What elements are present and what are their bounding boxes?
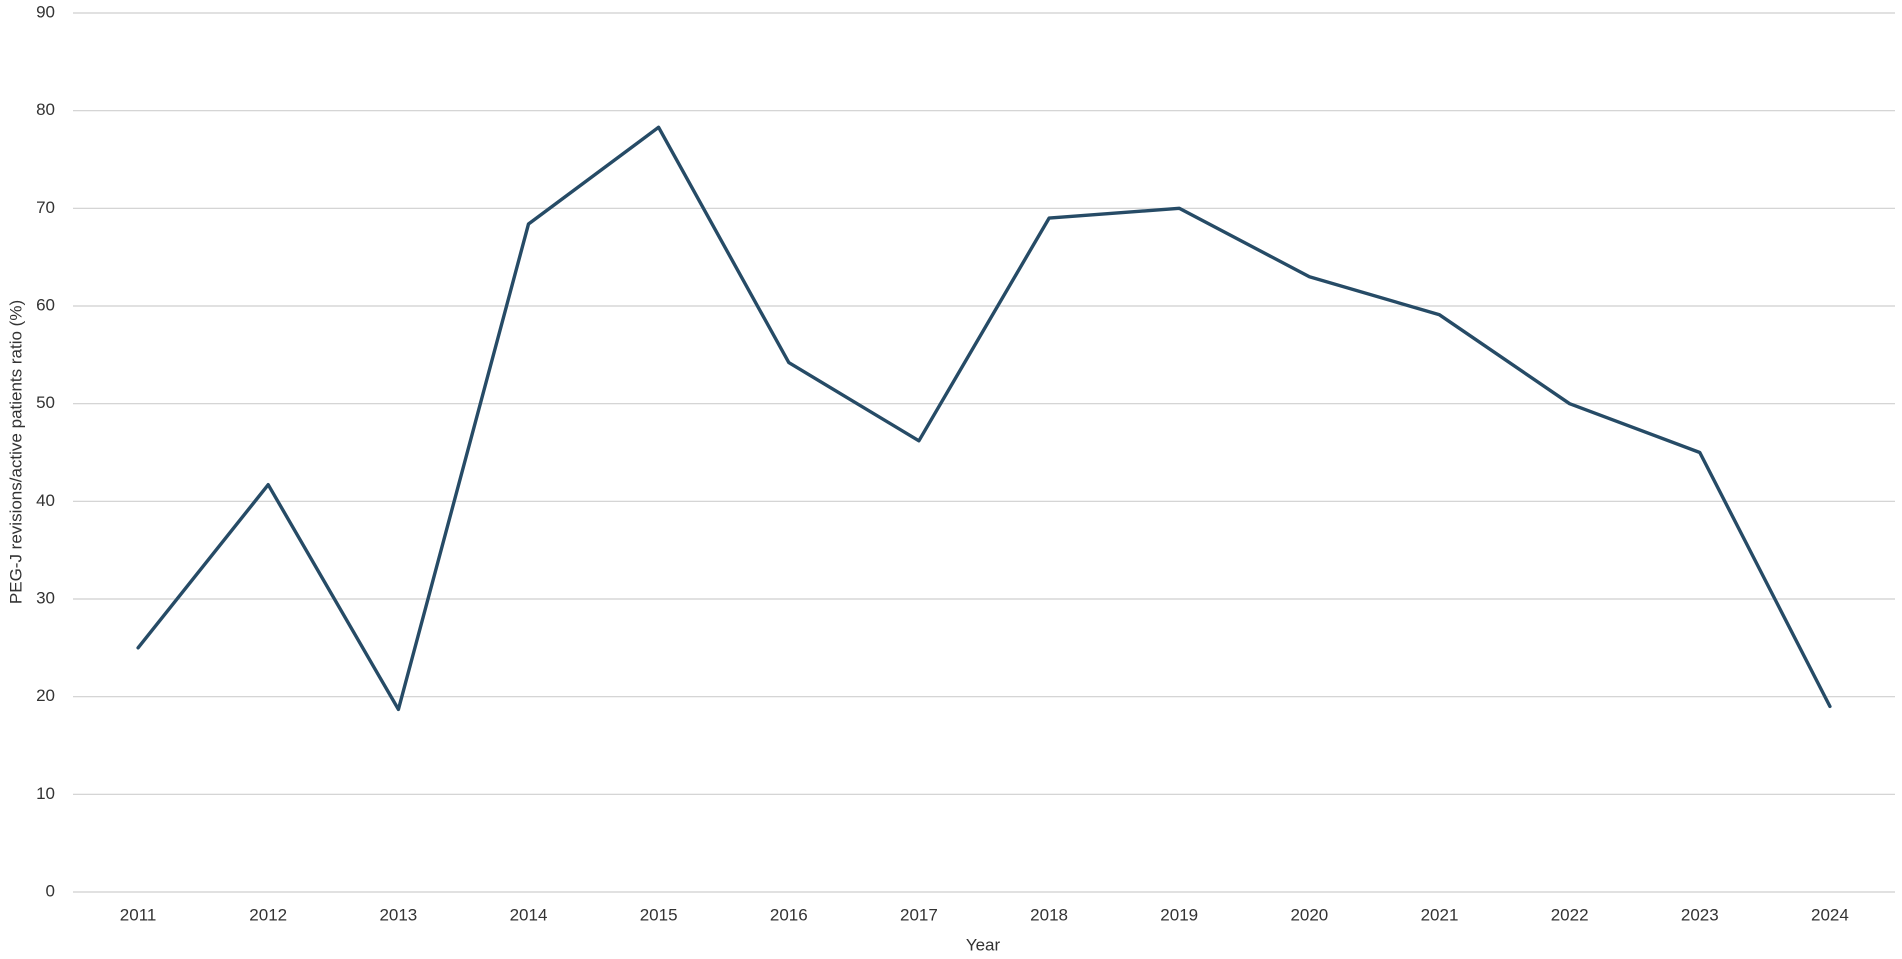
y-tick-label: 80 bbox=[36, 100, 55, 119]
x-tick-label: 2012 bbox=[249, 905, 287, 924]
x-tick-label: 2016 bbox=[770, 905, 808, 924]
x-tick-label: 2023 bbox=[1681, 905, 1719, 924]
x-tick-label: 2011 bbox=[120, 905, 157, 924]
x-tick-label: 2021 bbox=[1421, 905, 1459, 924]
y-tick-label: 90 bbox=[36, 2, 55, 21]
y-tick-label: 70 bbox=[36, 198, 55, 217]
y-tick-label: 10 bbox=[36, 784, 55, 803]
y-tick-label: 40 bbox=[36, 491, 55, 510]
x-axis-title: Year bbox=[966, 935, 1001, 954]
y-tick-label: 0 bbox=[46, 881, 55, 900]
y-tick-label: 20 bbox=[36, 686, 55, 705]
data-line bbox=[136, 125, 1832, 712]
x-tick-label: 2020 bbox=[1290, 905, 1328, 924]
x-tick-label: 2013 bbox=[379, 905, 417, 924]
y-axis-title: PEG-J revisions/active patients ratio (%… bbox=[6, 300, 25, 604]
y-tick-label: 50 bbox=[36, 393, 55, 412]
y-tick-label: 30 bbox=[36, 588, 55, 607]
y-tick-label: 60 bbox=[36, 295, 55, 314]
x-tick-label: 2014 bbox=[510, 905, 548, 924]
x-tick-label: 2015 bbox=[640, 905, 678, 924]
x-tick-label: 2022 bbox=[1551, 905, 1589, 924]
x-tick-label: 2019 bbox=[1160, 905, 1198, 924]
x-tick-label: 2024 bbox=[1811, 905, 1849, 924]
x-tick-label: 2017 bbox=[900, 905, 938, 924]
x-tick-label: 2018 bbox=[1030, 905, 1068, 924]
